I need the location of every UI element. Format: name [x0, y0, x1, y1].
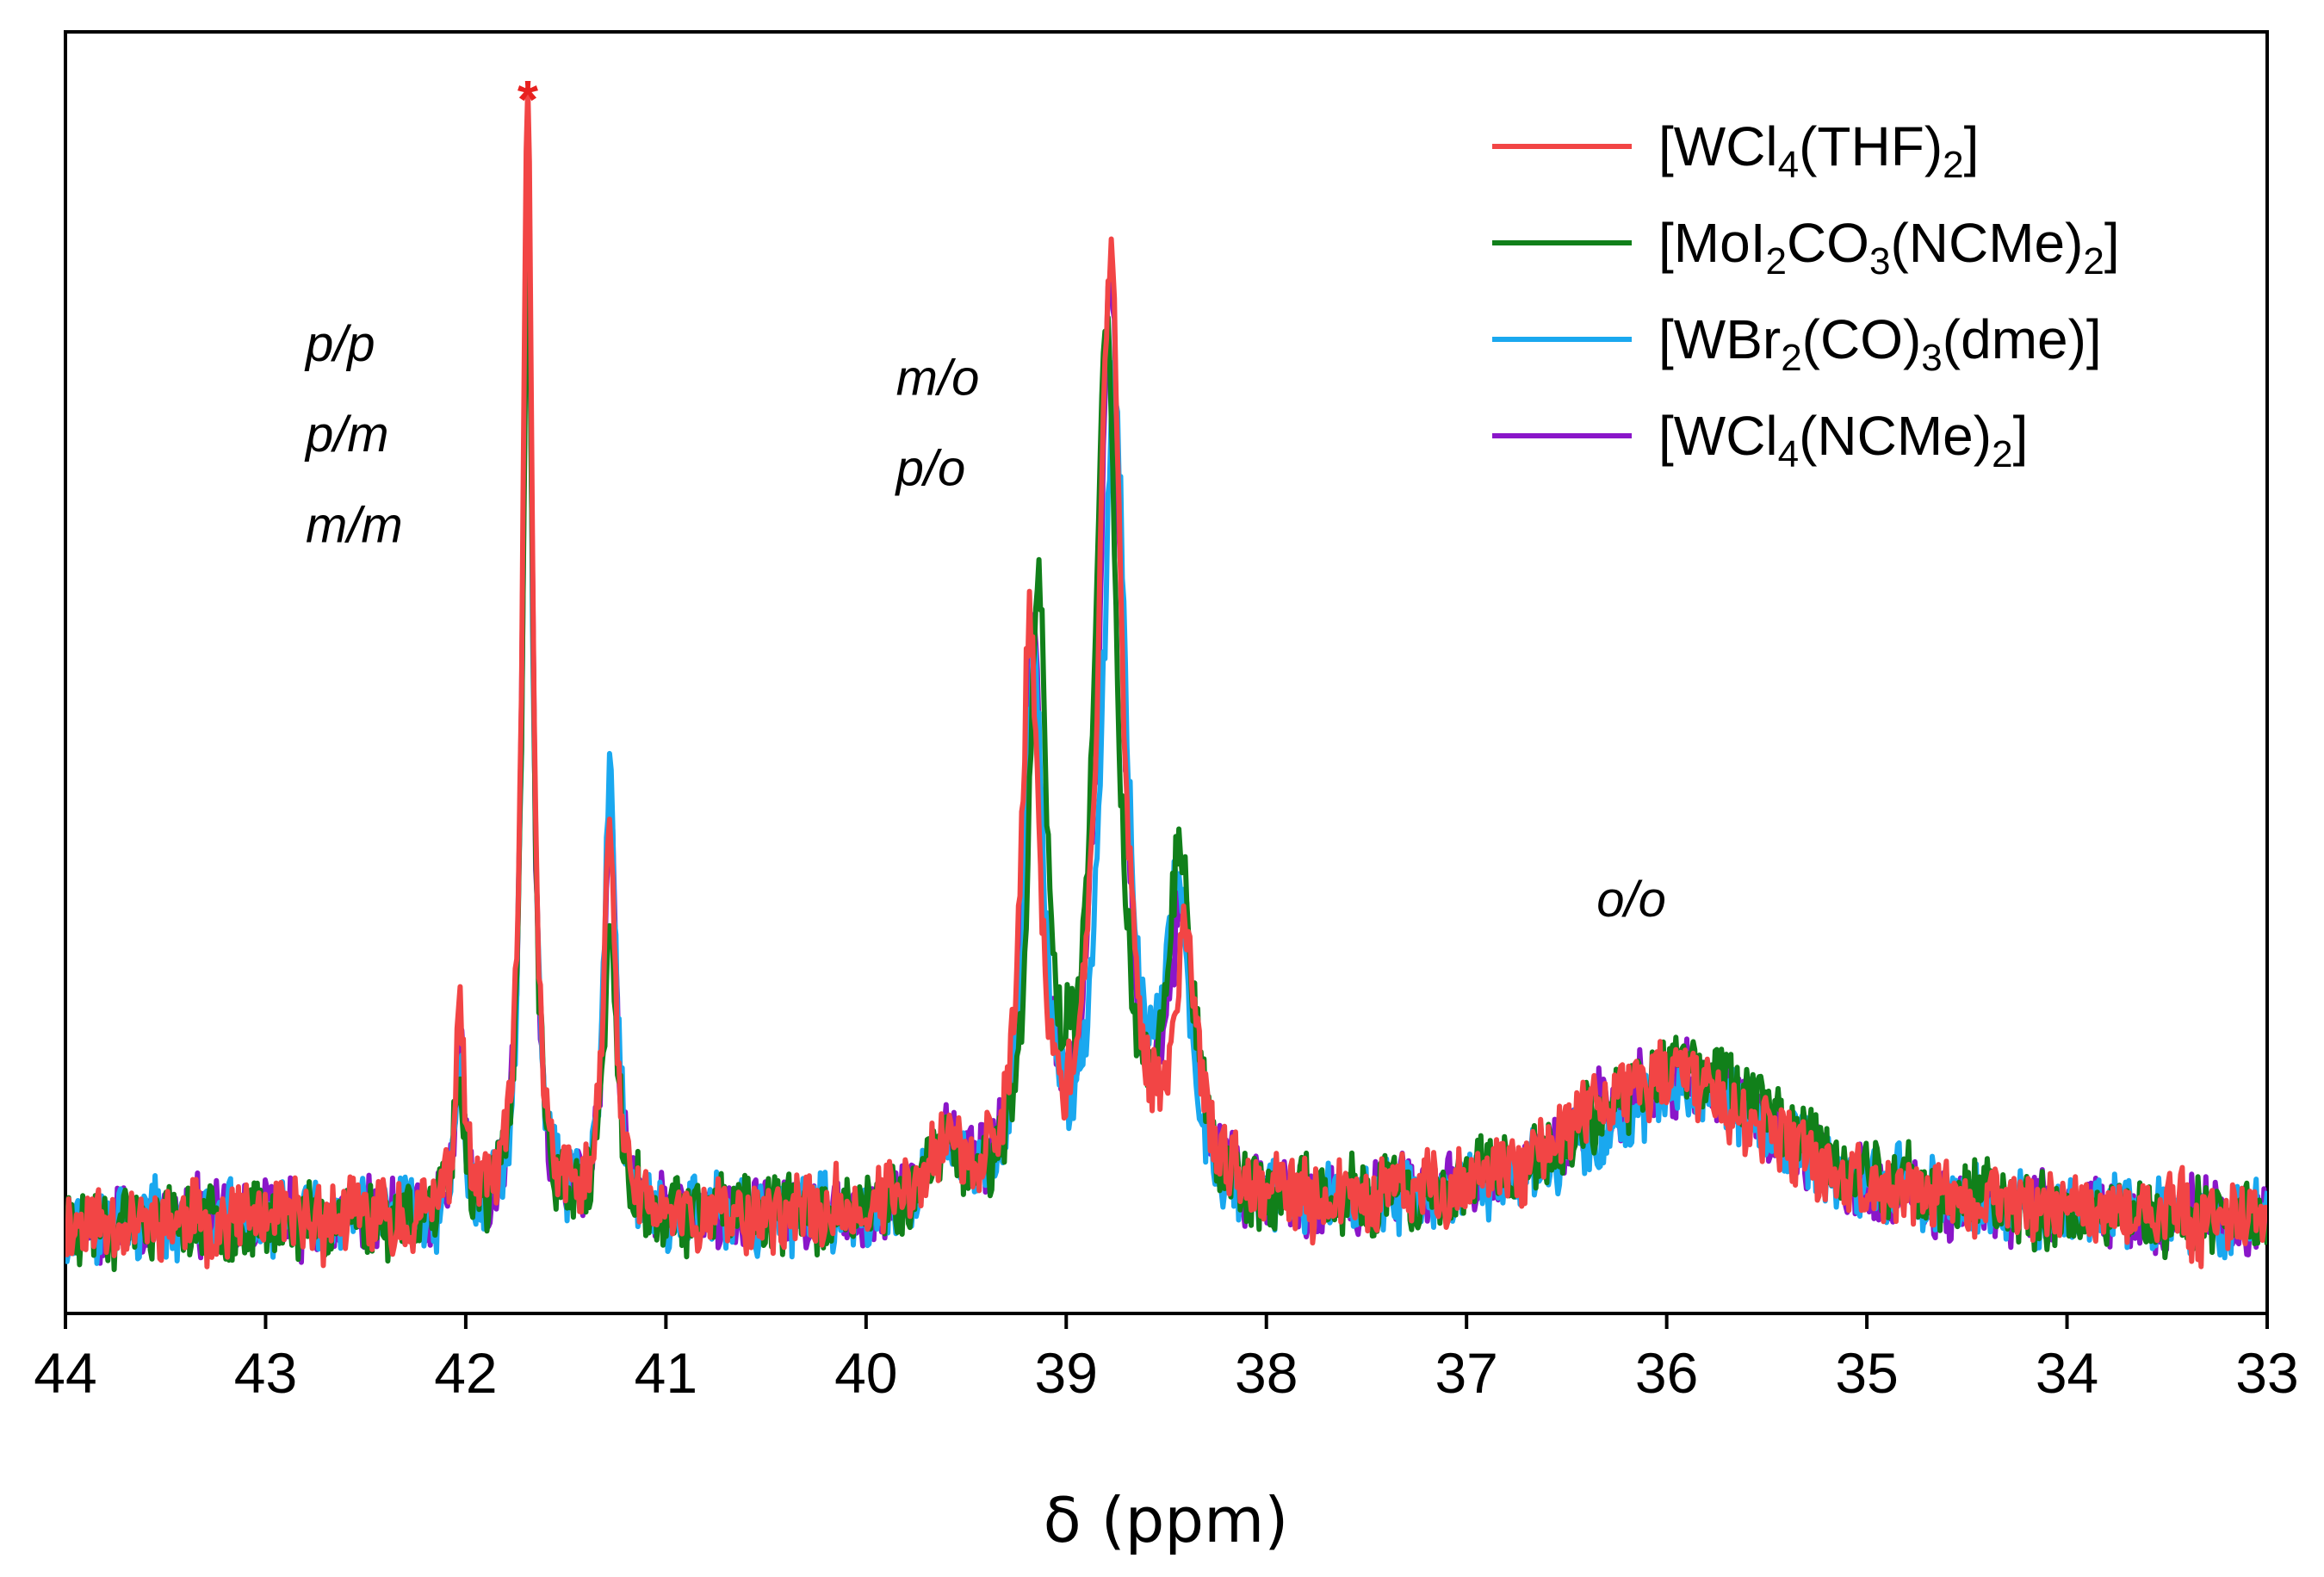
peak-assignment-label: o/o: [1596, 872, 1666, 928]
peak-assignment-label: m/m: [306, 498, 403, 554]
annotation-layer: * p/p p/m m/m m/o p/o o/o: [304, 71, 1666, 928]
x-tick-label: 36: [1635, 1341, 1698, 1405]
x-axis-title: δ (ppm): [1044, 1484, 1289, 1556]
x-tick-label: 44: [34, 1341, 96, 1405]
legend: [WCl4(THF)2] [MoI2CO3(NCMe)2] [WBr2(CO)3(d…: [1492, 115, 2120, 475]
x-tick-label: 34: [2036, 1341, 2098, 1405]
x-tick-label: 39: [1035, 1341, 1098, 1405]
legend-label: [WCl4(THF)2]: [1658, 115, 1979, 186]
x-tick-label: 40: [834, 1341, 897, 1405]
peak-assignment-label: p/o: [895, 441, 966, 497]
peak-assignment-label: p/p: [304, 316, 375, 372]
peak-assignment-label: p/m: [304, 407, 389, 463]
x-tick-label: 43: [234, 1341, 297, 1405]
x-tick-label: 35: [1835, 1341, 1898, 1405]
legend-label: [MoI2CO3(NCMe)2]: [1658, 212, 2120, 282]
x-tick-label: 41: [635, 1341, 697, 1405]
x-tick-label: 33: [2235, 1341, 2298, 1405]
peak-assignment-label: m/o: [896, 350, 980, 406]
peak-marker-asterisk: *: [517, 71, 539, 130]
x-tick-label: 42: [434, 1341, 497, 1405]
x-axis: 44 43 42 41 40 39 38 37 36 35 34 33: [34, 1313, 2299, 1405]
plot-area-frame: [64, 30, 2269, 1315]
series-line-3: [65, 167, 2267, 1266]
series-line-0: [65, 85, 2267, 1270]
legend-label: [WCl4(NCMe)2]: [1658, 405, 2028, 475]
legend-label: [WBr2(CO)3(dme)]: [1658, 308, 2102, 379]
x-tick-label: 38: [1235, 1341, 1298, 1405]
x-tick-label: 37: [1435, 1341, 1497, 1405]
series-layer: [65, 85, 2267, 1272]
